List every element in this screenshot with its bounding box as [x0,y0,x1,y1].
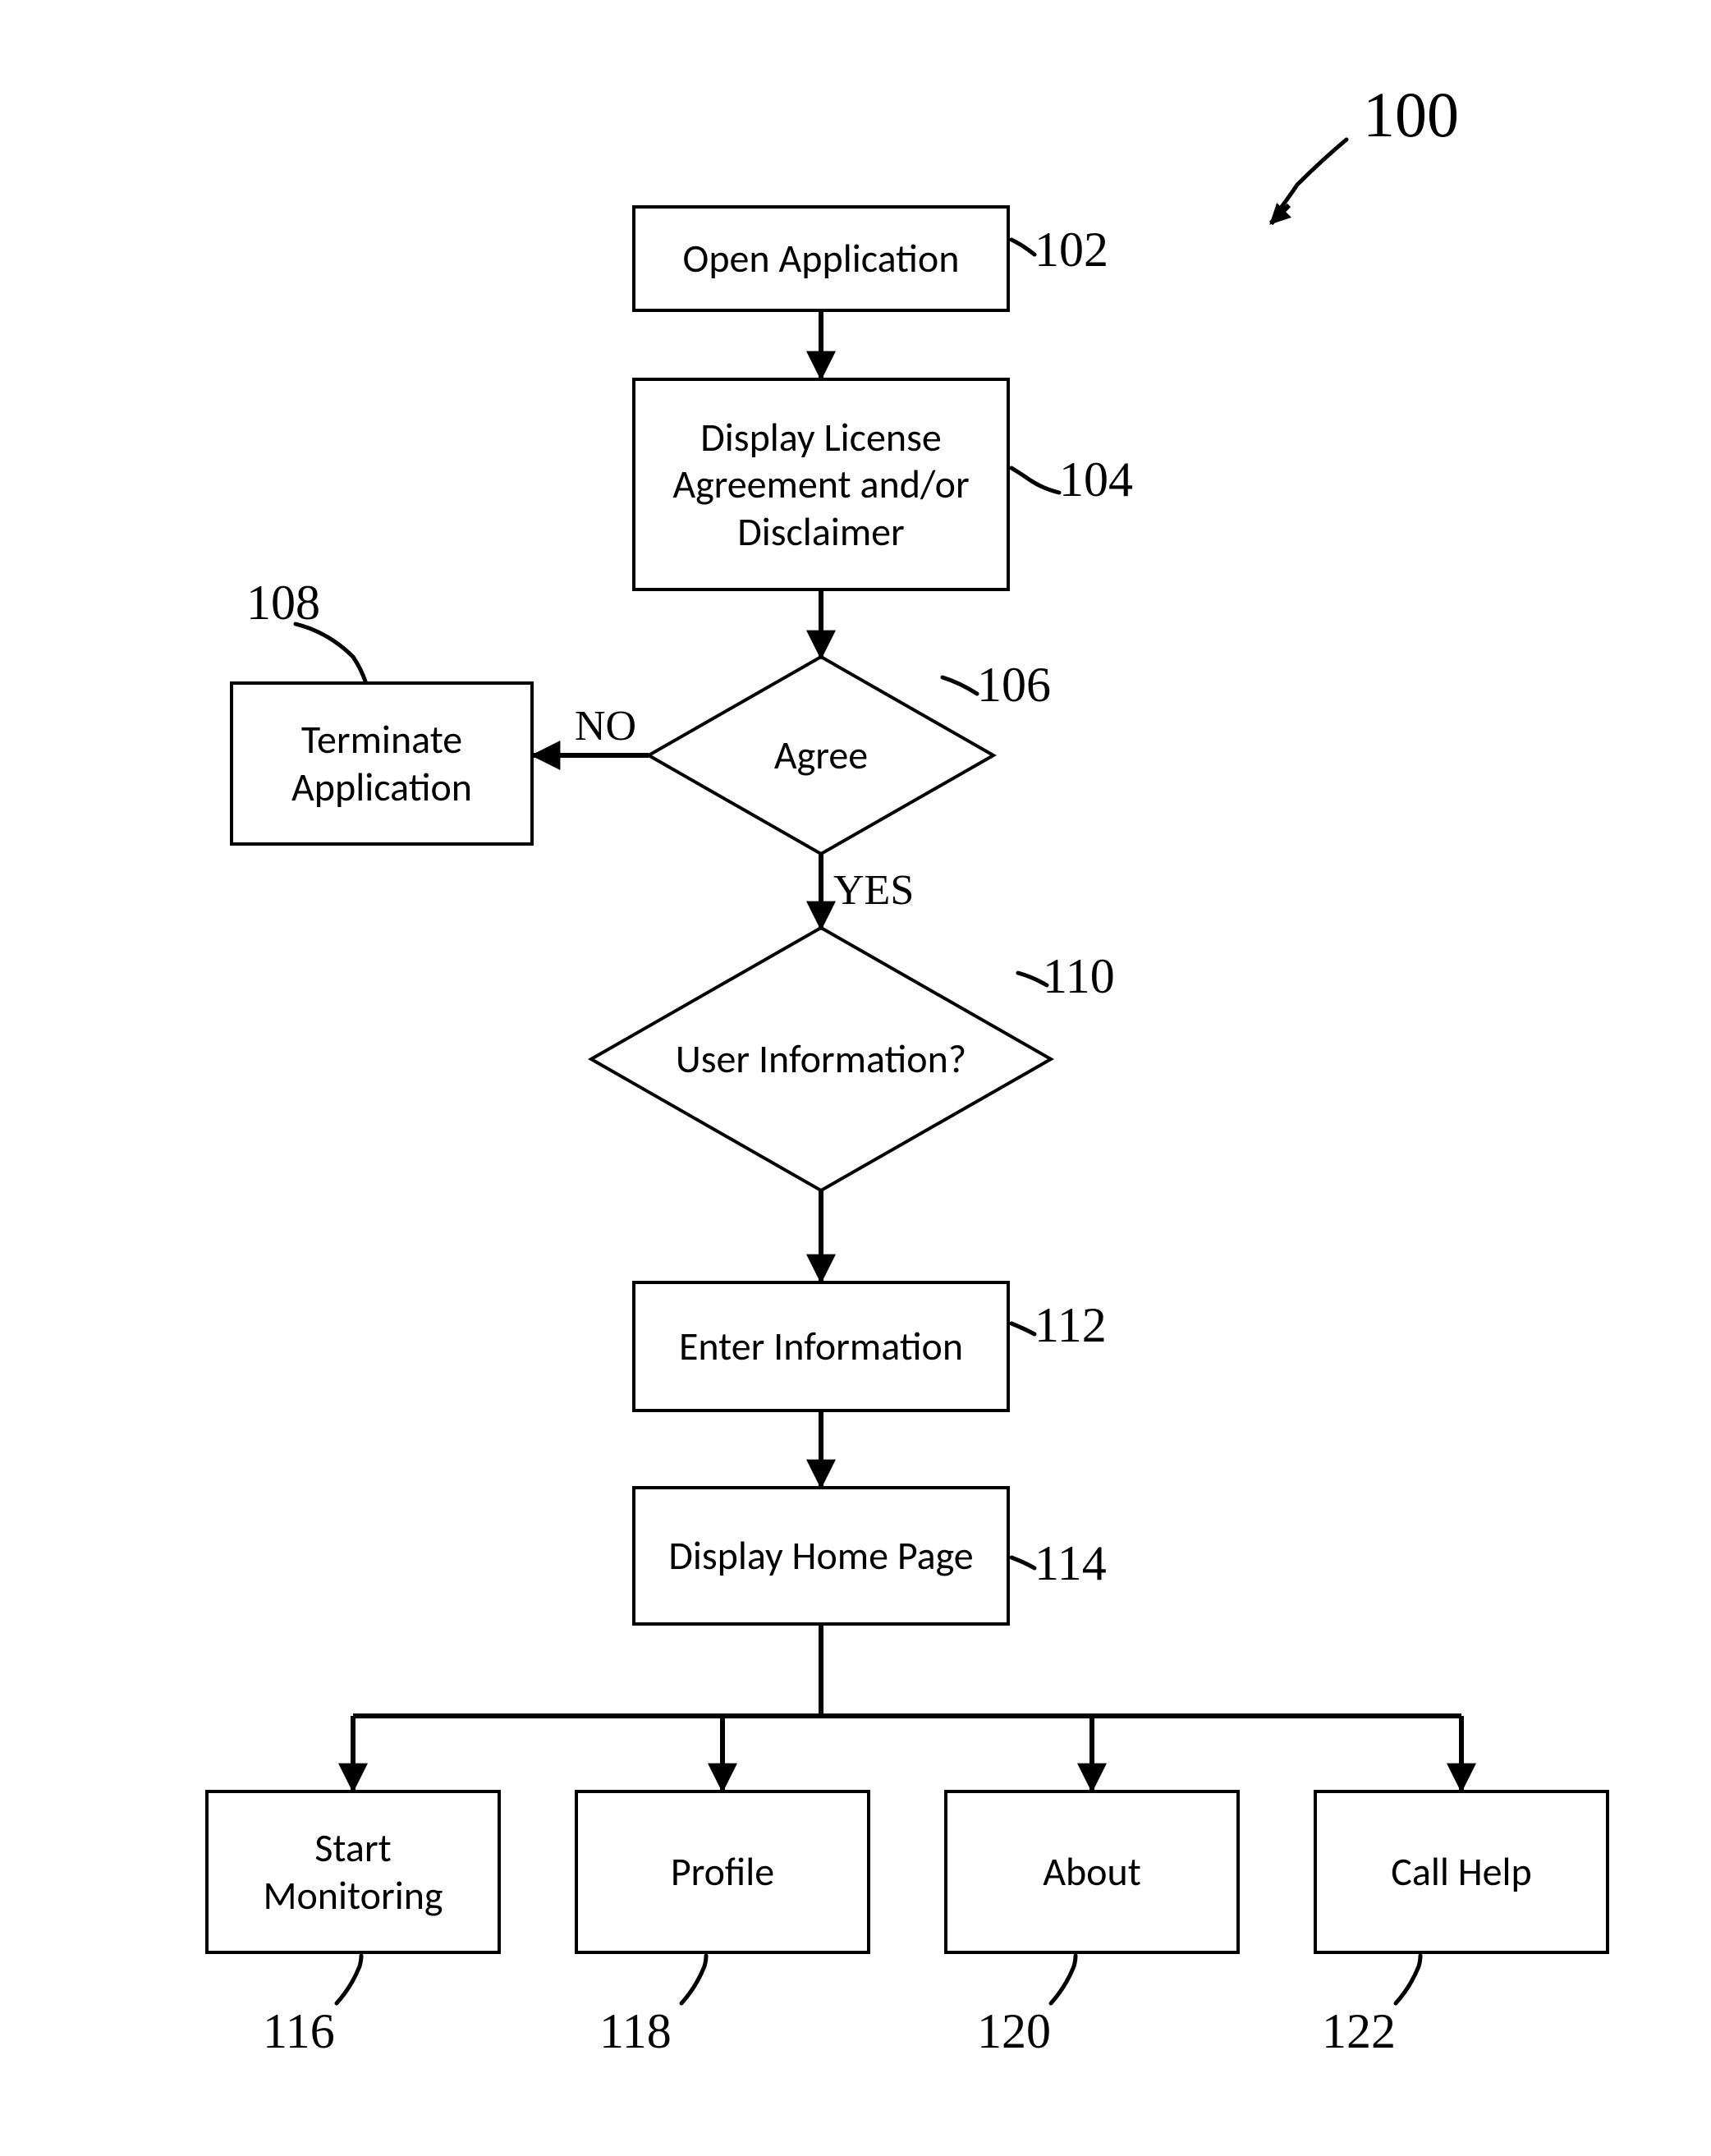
flow-node-n118: Profile [575,1790,870,1954]
edge-label-yes: YES [833,866,914,915]
flow-node-label: Terminate Application [248,716,516,810]
flow-node-label: Display License Agreement and/or Disclai… [650,414,992,556]
figure-ref-main: 100 [1363,78,1459,152]
ref-leader-118 [681,1956,706,2003]
flow-node-label: Profile [671,1848,774,1896]
ref-leader-104 [1011,468,1059,493]
ref-leader-120 [1051,1956,1076,2003]
ref-label-106: 106 [977,657,1051,713]
flow-node-label: Start Monitoring [223,1824,483,1919]
ref-leader-108 [296,624,365,681]
flow-node-label: About [1043,1848,1141,1896]
ref-label-110: 110 [1043,948,1115,1005]
ref-label-104: 104 [1059,452,1133,508]
ref-label-112: 112 [1034,1297,1107,1354]
ref-label-108: 108 [246,575,320,631]
ref-leader-122 [1396,1956,1420,2003]
flowchart-canvas: 100 Open Application Display License Agre… [0,0,1711,2156]
flow-node-label: User Information? [591,928,1051,1190]
flow-node-label: Agree [649,657,993,854]
flow-node-n114: Display Home Page [632,1486,1010,1626]
flow-node-label: Open Application [683,235,960,282]
flow-node-label: Enter Information [679,1323,963,1370]
flow-node-label: Display Home Page [668,1532,973,1580]
ref-label-102: 102 [1034,222,1108,278]
flow-node-n106-labelwrap: Agree [649,657,993,854]
ref-leader-100-tip [1271,205,1289,223]
flow-node-n112: Enter Information [632,1281,1010,1412]
ref-label-116: 116 [263,2003,335,2060]
ref-label-118: 118 [599,2003,672,2060]
ref-label-114: 114 [1034,1535,1107,1592]
flow-node-n120: About [944,1790,1240,1954]
edge-label-no: NO [575,702,636,750]
flow-node-label: Call Help [1391,1848,1532,1896]
ref-leader-114 [1011,1557,1034,1568]
flow-node-n122: Call Help [1314,1790,1609,1954]
flow-node-n110-labelwrap: User Information? [591,928,1051,1190]
ref-leader-112 [1011,1323,1034,1334]
ref-label-122: 122 [1322,2003,1396,2060]
ref-leader-102 [1011,240,1034,255]
ref-leader-100 [1277,140,1346,213]
ref-leader-116 [337,1956,361,2003]
flow-node-n108: Terminate Application [230,681,534,846]
flow-node-n104: Display License Agreement and/or Disclai… [632,378,1010,591]
ref-label-120: 120 [977,2003,1051,2060]
flow-node-n116: Start Monitoring [205,1790,501,1954]
flow-node-n102: Open Application [632,205,1010,312]
